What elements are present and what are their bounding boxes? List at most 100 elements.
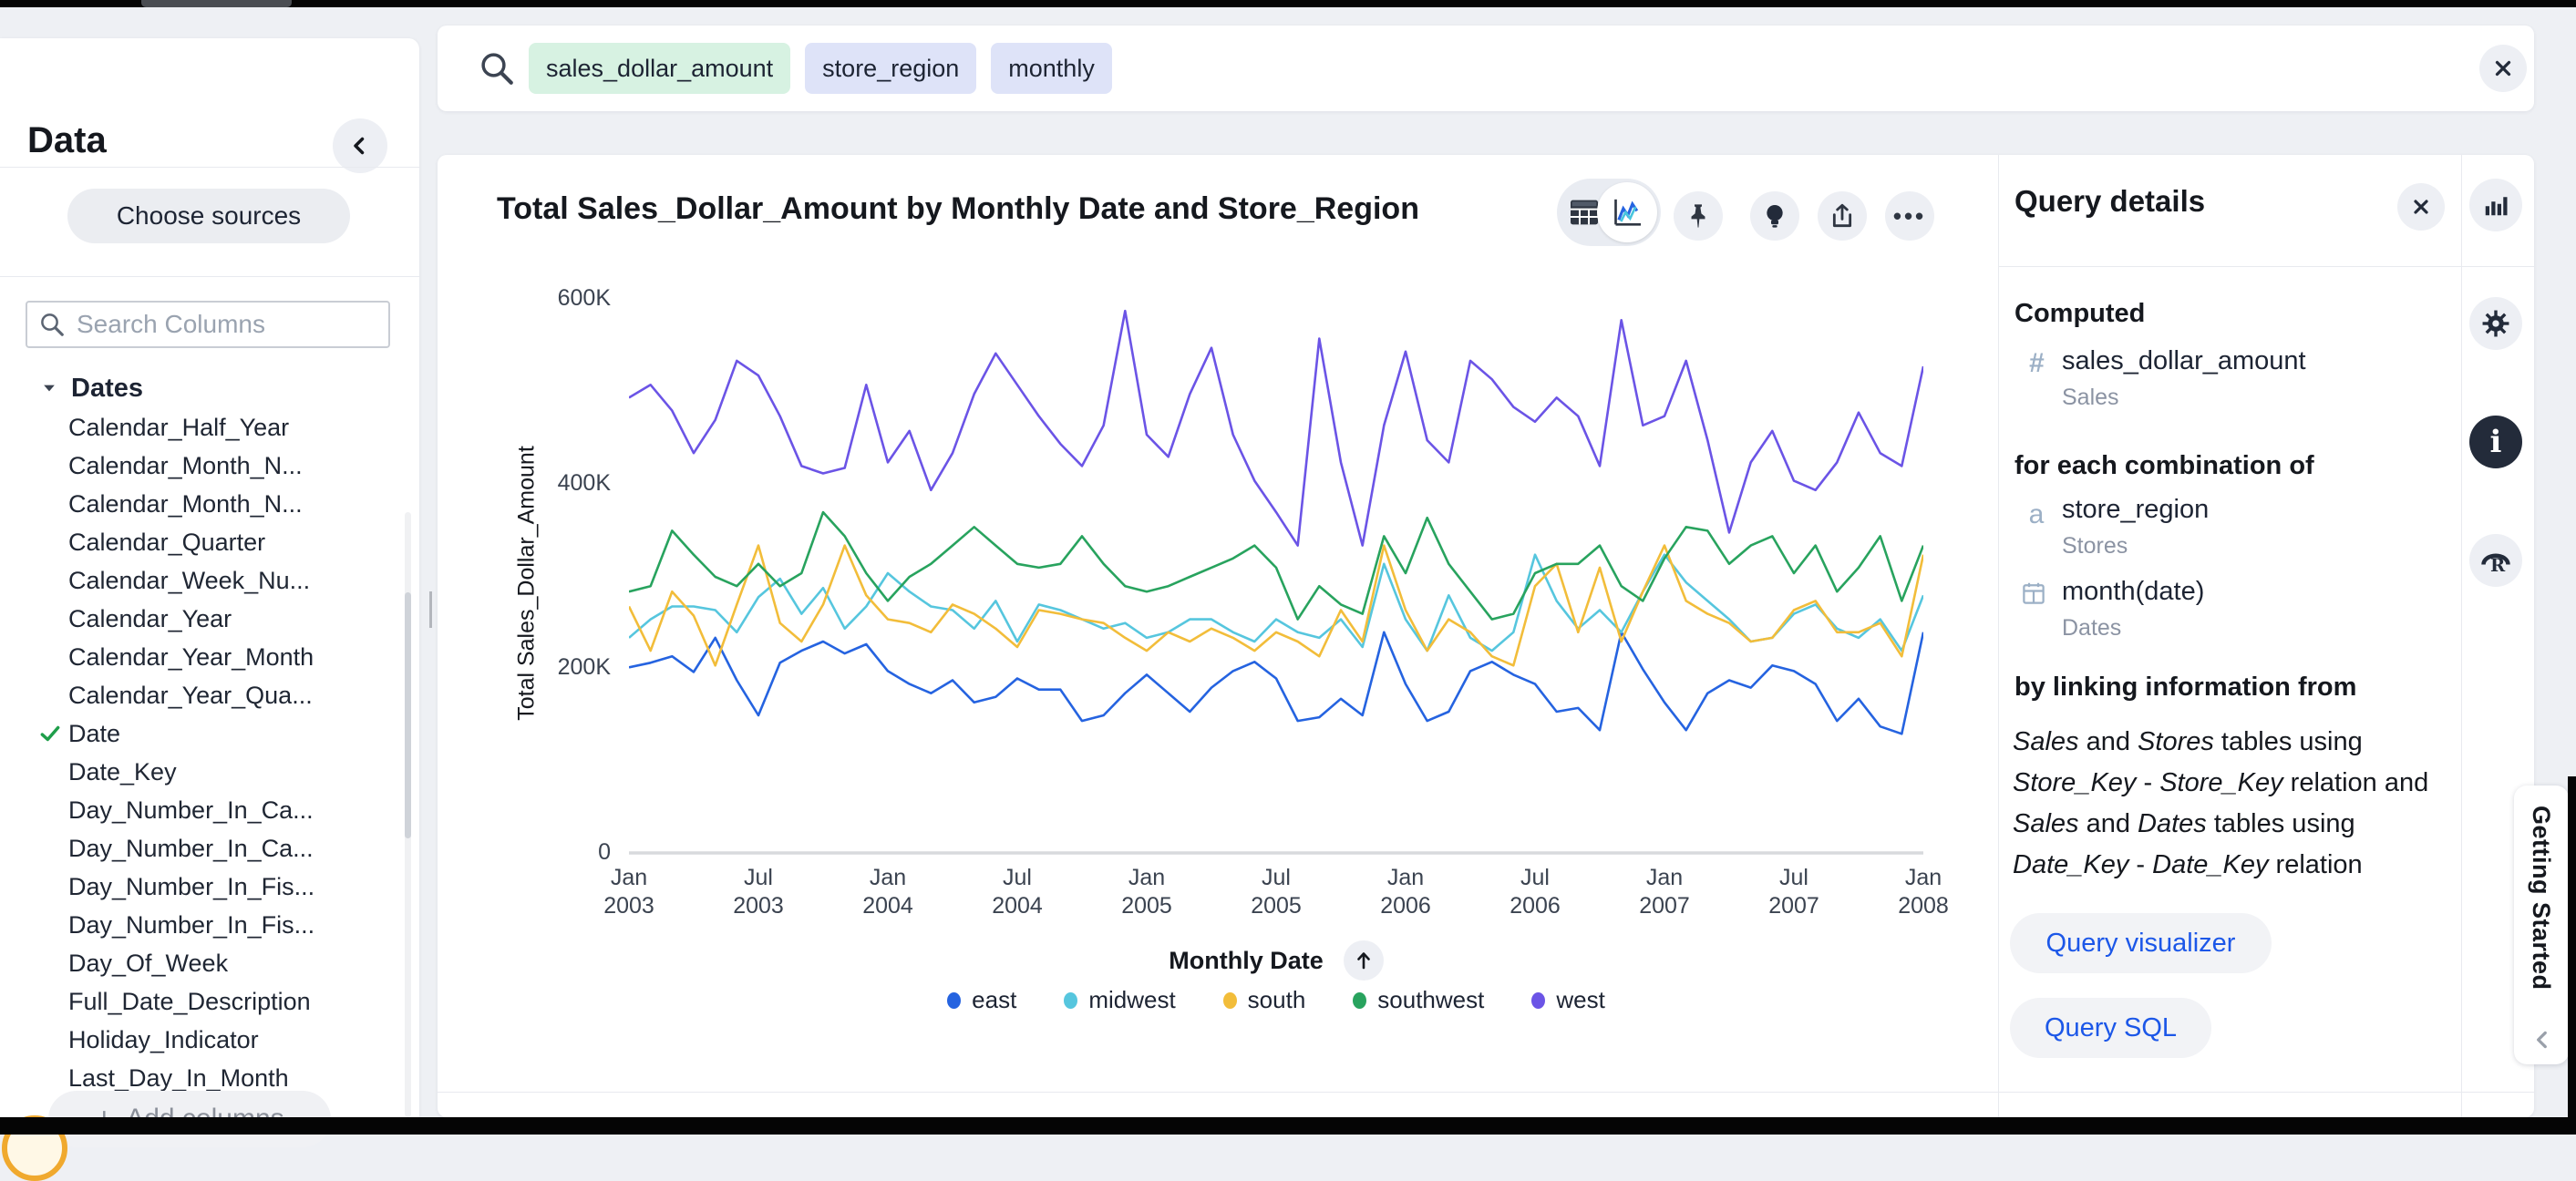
query-details-info-button[interactable]: i bbox=[2469, 416, 2522, 468]
legend-item-east[interactable]: east bbox=[947, 986, 1016, 1014]
x-tick-label: Jan2003 bbox=[574, 864, 684, 920]
browser-top-strip bbox=[0, 0, 2576, 7]
list-item-column[interactable]: Calendar_Year_Qua... bbox=[0, 676, 401, 714]
divider bbox=[438, 1092, 2534, 1093]
column-group-dates[interactable]: Dates bbox=[0, 368, 401, 408]
column-label: Holiday_Indicator bbox=[68, 1026, 259, 1053]
collapse-sidebar-button[interactable] bbox=[333, 118, 387, 173]
sort-axis-button[interactable] bbox=[1344, 940, 1384, 981]
choose-sources-button[interactable]: Choose sources bbox=[67, 189, 350, 243]
list-item-column[interactable]: Day_Number_In_Ca... bbox=[0, 829, 401, 868]
column-label: Calendar_Year_Month bbox=[68, 643, 314, 671]
display-mode-toggle[interactable] bbox=[1557, 179, 1661, 246]
sidebar-scrollbar-thumb[interactable] bbox=[405, 592, 411, 838]
column-label: Calendar_Year bbox=[68, 605, 232, 632]
x-tick-label: Jul2004 bbox=[963, 864, 1072, 920]
share-export-icon bbox=[1828, 201, 1857, 231]
divider bbox=[0, 276, 419, 277]
column-label: Day_Number_In_Ca... bbox=[68, 835, 314, 862]
y-tick-label: 0 bbox=[538, 839, 611, 866]
data-sidebar: Data Choose sources DatesCalendar_Half_Y… bbox=[0, 38, 419, 1117]
combination-heading: for each combination of bbox=[2014, 451, 2314, 481]
chart-config-button[interactable] bbox=[2469, 179, 2522, 231]
y-axis-title: Total Sales_Dollar_Amount bbox=[514, 446, 541, 721]
browser-tab-remnant bbox=[141, 0, 292, 7]
attribute-name[interactable]: month(date) bbox=[2062, 577, 2204, 607]
chart-mode-icon-selected[interactable] bbox=[1597, 182, 1657, 242]
legend-label: southwest bbox=[1377, 986, 1484, 1014]
column-label: Calendar_Year_Qua... bbox=[68, 682, 313, 709]
legend-dot bbox=[1223, 992, 1237, 1009]
chevron-left-icon bbox=[346, 132, 374, 159]
search-token-monthly[interactable]: monthly bbox=[991, 43, 1112, 94]
column-label: Day_Number_In_Ca... bbox=[68, 796, 314, 824]
list-item-column[interactable]: Holiday_Indicator bbox=[0, 1021, 401, 1059]
r-analysis-button[interactable]: R bbox=[2469, 534, 2522, 587]
column-label: Day_Number_In_Fis... bbox=[68, 911, 314, 939]
query-sql-button[interactable]: Query SQL bbox=[2010, 998, 2211, 1058]
list-item-column[interactable]: Calendar_Month_N... bbox=[0, 447, 401, 485]
legend-item-west[interactable]: west bbox=[1531, 986, 1604, 1014]
text-attribute-icon: a bbox=[2020, 499, 2053, 530]
legend-item-southwest[interactable]: southwest bbox=[1353, 986, 1484, 1014]
getting-started-tab[interactable]: Getting Started bbox=[2514, 786, 2569, 1064]
series-line-west[interactable] bbox=[629, 311, 1923, 545]
list-item-column[interactable]: Day_Of_Week bbox=[0, 944, 401, 982]
list-item-column[interactable]: Date bbox=[0, 714, 401, 753]
list-item-column[interactable]: Calendar_Year_Month bbox=[0, 638, 401, 676]
search-token-store_region[interactable]: store_region bbox=[805, 43, 976, 94]
list-item-column[interactable]: Calendar_Month_N... bbox=[0, 485, 401, 523]
line-chart-plot[interactable] bbox=[629, 289, 1923, 856]
clear-search-button[interactable] bbox=[2479, 45, 2527, 92]
search-token-sales_dollar_amount[interactable]: sales_dollar_amount bbox=[529, 43, 790, 94]
measure-name[interactable]: sales_dollar_amount bbox=[2062, 346, 2306, 376]
search-columns-input[interactable] bbox=[75, 309, 370, 340]
search-columns-box[interactable] bbox=[26, 301, 390, 348]
list-item-column[interactable]: Date_Key bbox=[0, 753, 401, 791]
column-label: Day_Of_Week bbox=[68, 950, 228, 977]
legend-item-south[interactable]: south bbox=[1223, 986, 1306, 1014]
choose-sources-label: Choose sources bbox=[117, 201, 301, 231]
pin-button[interactable] bbox=[1674, 191, 1723, 241]
list-item-column[interactable]: Calendar_Half_Year bbox=[0, 408, 401, 447]
search-bar[interactable]: sales_dollar_amount store_region monthly bbox=[438, 26, 2534, 111]
x-axis-title: Monthly Date bbox=[1169, 947, 1324, 975]
list-item-column[interactable]: Day_Number_In_Fis... bbox=[0, 906, 401, 944]
series-line-east[interactable] bbox=[629, 632, 1923, 734]
list-item-column[interactable]: Day_Number_In_Fis... bbox=[0, 868, 401, 906]
column-label: Calendar_Quarter bbox=[68, 529, 265, 556]
column-list: DatesCalendar_Half_YearCalendar_Month_N.… bbox=[0, 368, 401, 1097]
attribute-source: Dates bbox=[2062, 615, 2121, 642]
measure-source: Sales bbox=[2062, 385, 2119, 411]
getting-started-label: Getting Started bbox=[2527, 806, 2555, 991]
date-attribute-icon bbox=[2020, 580, 2053, 607]
arrow-up-icon bbox=[1353, 950, 1375, 971]
list-item-column[interactable]: Calendar_Quarter bbox=[0, 523, 401, 561]
chevron-left-icon bbox=[2530, 1028, 2554, 1052]
x-tick-label: Jan2005 bbox=[1092, 864, 1201, 920]
query-panel-divider bbox=[1998, 155, 1999, 1117]
attribute-name[interactable]: store_region bbox=[2062, 495, 2209, 525]
bar-chart-icon bbox=[2482, 191, 2509, 219]
share-button[interactable] bbox=[1818, 191, 1867, 241]
chart-title: Total Sales_Dollar_Amount by Monthly Dat… bbox=[497, 191, 1419, 227]
list-item-column[interactable]: Calendar_Year bbox=[0, 600, 401, 638]
search-icon bbox=[478, 49, 516, 87]
more-actions-button[interactable]: ••• bbox=[1885, 191, 1934, 241]
x-tick-label: Jan2008 bbox=[1869, 864, 1978, 920]
list-item-column[interactable]: Day_Number_In_Ca... bbox=[0, 791, 401, 829]
app-root: { "browser": {"note": "partial browser c… bbox=[0, 0, 2576, 1135]
svg-text:R: R bbox=[2490, 555, 2506, 576]
x-tick-label: Jul2007 bbox=[1739, 864, 1849, 920]
insights-button[interactable] bbox=[1750, 191, 1799, 241]
legend-dot bbox=[1353, 992, 1366, 1009]
close-query-details-button[interactable] bbox=[2397, 183, 2445, 231]
query-visualizer-button[interactable]: Query visualizer bbox=[2010, 913, 2272, 973]
settings-button[interactable] bbox=[2469, 297, 2522, 350]
search-tokens: sales_dollar_amount store_region monthly bbox=[529, 43, 1112, 94]
legend-dot bbox=[947, 992, 961, 1009]
lightbulb-icon bbox=[1760, 201, 1789, 231]
legend-item-midwest[interactable]: midwest bbox=[1064, 986, 1175, 1014]
list-item-column[interactable]: Full_Date_Description bbox=[0, 982, 401, 1021]
list-item-column[interactable]: Calendar_Week_Nu... bbox=[0, 561, 401, 600]
